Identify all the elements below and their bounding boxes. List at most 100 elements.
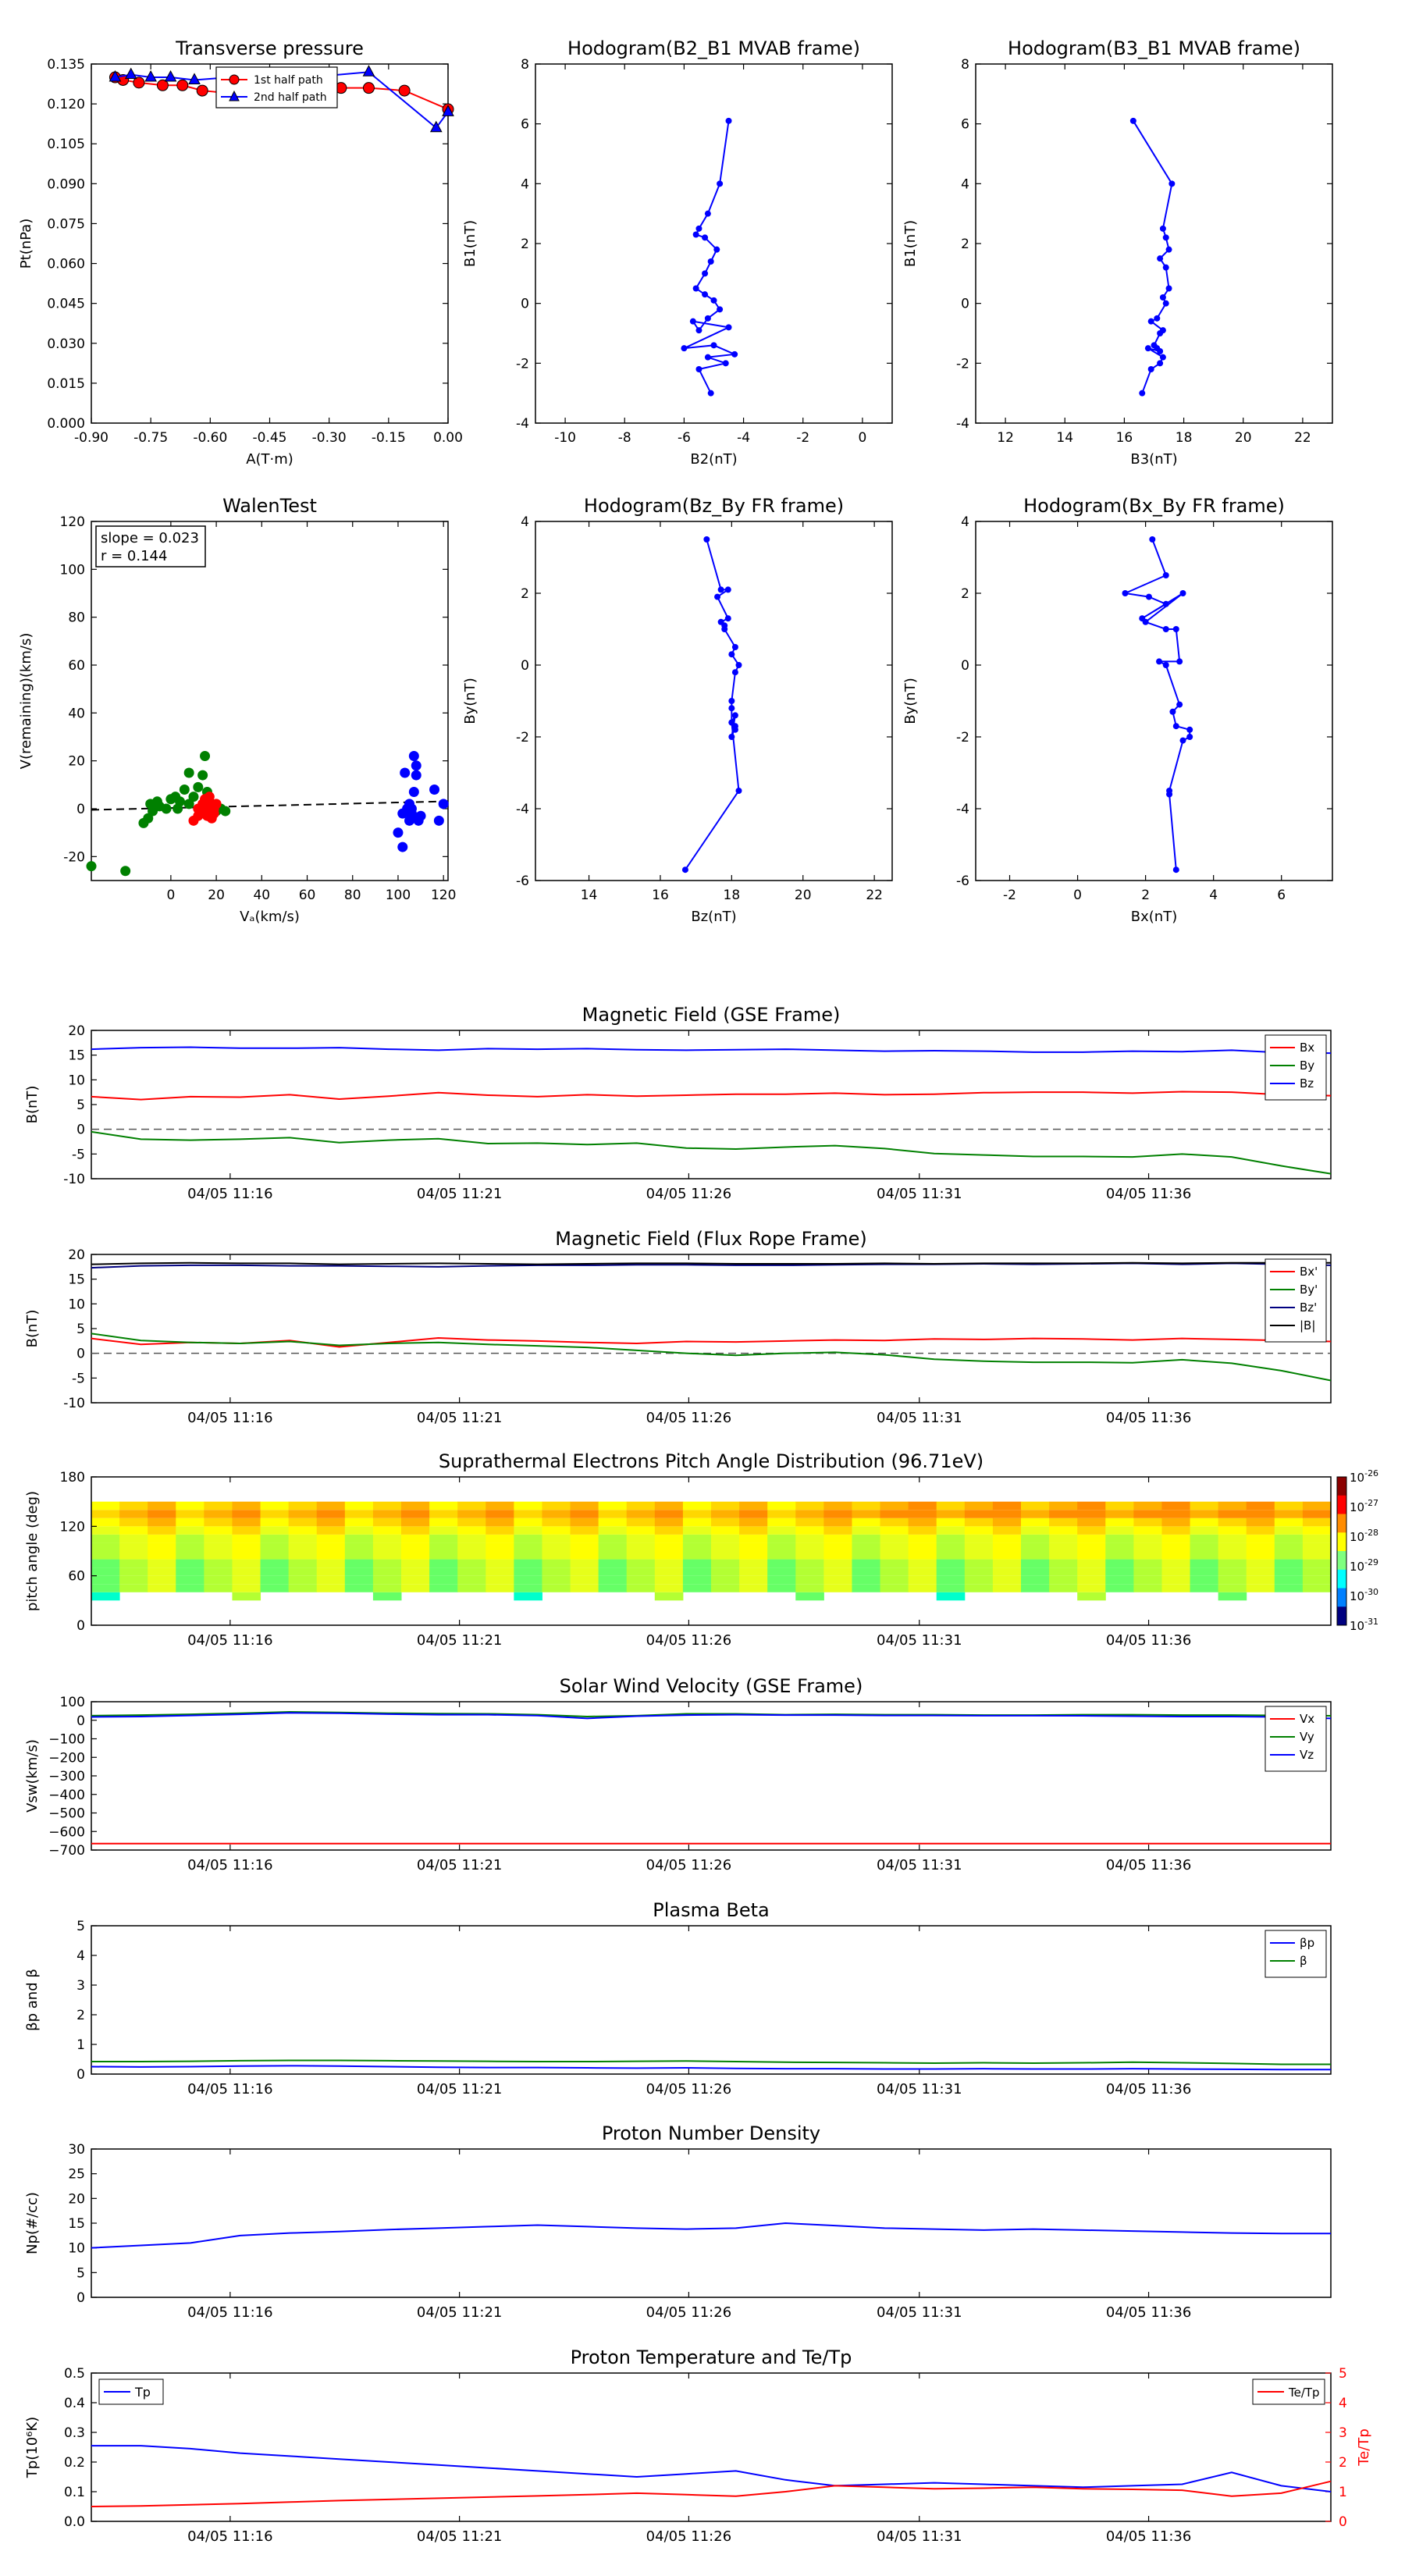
pad-cell <box>936 1567 966 1576</box>
pad-cell <box>823 1559 852 1568</box>
pad-cell <box>486 1510 514 1518</box>
h21-ytick-label: -2 <box>516 356 529 372</box>
pad-cell <box>823 1584 852 1592</box>
tpr-right-ytick-label: 2 <box>1339 2455 1347 2471</box>
bfr-legend-label: By' <box>1300 1283 1318 1297</box>
pad-cell <box>626 1526 656 1535</box>
pad-cell <box>1218 1551 1247 1560</box>
pad-cell <box>119 1534 148 1543</box>
h21-xtick-label: -4 <box>737 430 750 446</box>
pad-cell <box>148 1584 176 1592</box>
pad-cell <box>626 1517 656 1527</box>
pad-cell <box>570 1534 599 1543</box>
pad-cell <box>1049 1534 1078 1543</box>
hzy-point <box>728 698 735 704</box>
pad-cell <box>823 1534 852 1543</box>
pad-cell <box>739 1517 768 1527</box>
pad-cell <box>204 1551 233 1560</box>
tpr-right-ytick-label: 5 <box>1339 2366 1347 2382</box>
h31-point <box>1147 318 1154 325</box>
hxy-ytick-label: 2 <box>961 586 969 602</box>
tpr-series-line <box>91 2480 1332 2507</box>
bfr-ytick-label: 5 <box>76 1322 85 1337</box>
pad-cell <box>344 1517 374 1527</box>
pad-cell <box>429 1567 458 1576</box>
pad-cell <box>1077 1592 1106 1601</box>
walen-point <box>404 815 415 826</box>
h31-chart: Hodogram(B3_B1 MVAB frame) -4 -2 0 2 4 6 8 12 14 1… <box>902 37 1333 468</box>
tpr-right-ytick-label: 3 <box>1339 2425 1347 2441</box>
pad-cell <box>739 1551 768 1560</box>
tp-ytick-label: 0.045 <box>47 297 85 312</box>
pad-cell <box>654 1526 684 1535</box>
hxy-series-line <box>1122 539 1191 870</box>
pad-ytick-label: 120 <box>60 1519 85 1535</box>
pad-cell <box>795 1526 824 1535</box>
tpr-xtick-label: 04/05 11:26 <box>646 2528 731 2545</box>
h21-point <box>689 318 696 325</box>
hxy-xtick-label: 4 <box>1209 888 1218 903</box>
h21-point <box>722 360 729 367</box>
walen-point <box>400 767 411 778</box>
tp-legend-marker <box>229 74 240 85</box>
pad-cell <box>372 1542 402 1551</box>
pad-cell <box>542 1584 571 1592</box>
bfr-chart: Magnetic Field (Flux Rope Frame) -10 -5 0 5 1… <box>24 1228 1332 1426</box>
pad-cell <box>823 1517 852 1527</box>
h21-xlabel: B2(nT) <box>690 451 737 468</box>
pad-cell <box>542 1551 571 1560</box>
pad-cell <box>119 1584 148 1592</box>
pad-cell <box>795 1567 824 1576</box>
vsw-ytick-label: −700 <box>48 1843 85 1859</box>
pad-cell <box>964 1575 994 1585</box>
pad-colorbar-exponent: -26 <box>1364 1468 1378 1478</box>
pad-cell <box>1274 1551 1304 1560</box>
pad-cell <box>429 1510 458 1518</box>
pad-cell <box>908 1526 937 1535</box>
pad-cell <box>852 1542 881 1551</box>
h21-point <box>704 315 711 322</box>
pad-cell <box>936 1584 966 1592</box>
pad-cell <box>1190 1517 1219 1527</box>
pad-cell <box>260 1567 290 1576</box>
pad-cell <box>1190 1526 1219 1535</box>
pad-cell <box>288 1567 318 1576</box>
pad-cell <box>316 1501 346 1510</box>
pad-cell <box>1302 1534 1332 1543</box>
walen-point <box>120 866 131 877</box>
pad-cell <box>401 1559 430 1568</box>
pad-cell <box>852 1534 881 1543</box>
pad-cell <box>1218 1567 1247 1576</box>
pad-cell <box>1105 1584 1134 1592</box>
pad-colorbar-segment <box>1337 1588 1346 1607</box>
pad-cell <box>1105 1567 1134 1576</box>
bgse-series-line <box>91 1091 1332 1101</box>
pad-cell <box>964 1510 994 1518</box>
hxy-point <box>1162 572 1169 578</box>
tpr-ytick-label: 0.3 <box>64 2425 85 2441</box>
pad-xtick-label: 04/05 11:36 <box>1106 1632 1191 1649</box>
tp-title: Transverse pressure <box>175 37 364 59</box>
pad-cell <box>1133 1510 1162 1518</box>
tpr-series-line <box>91 2445 1332 2492</box>
pad-cell <box>823 1575 852 1585</box>
pad-cell <box>823 1501 852 1510</box>
pad-cell <box>119 1510 148 1518</box>
tpr-chart: Proton Temperature and Te/Tp 0.0 0.1 0.2 0.3… <box>24 2347 1372 2545</box>
pad-ytick-label: 60 <box>68 1569 85 1585</box>
bfr-legend <box>1264 1258 1327 1343</box>
pad-cell <box>1161 1542 1191 1551</box>
walen-ytick-label: 120 <box>60 514 85 530</box>
pad-cell <box>1049 1567 1078 1576</box>
pad-colorbar-exponent: -29 <box>1364 1557 1378 1567</box>
vsw-ytick-label: −200 <box>48 1750 85 1766</box>
pad-cell <box>936 1592 966 1601</box>
pad-cell <box>1218 1559 1247 1568</box>
pad-cell <box>570 1575 599 1585</box>
pad-cell <box>486 1584 514 1592</box>
pad-cell <box>936 1559 966 1568</box>
pad-cell <box>1105 1559 1134 1568</box>
h21-ylabel: B1(nT) <box>462 220 478 267</box>
np-plot-frame <box>91 2148 1332 2298</box>
pad-cell <box>992 1551 1022 1560</box>
